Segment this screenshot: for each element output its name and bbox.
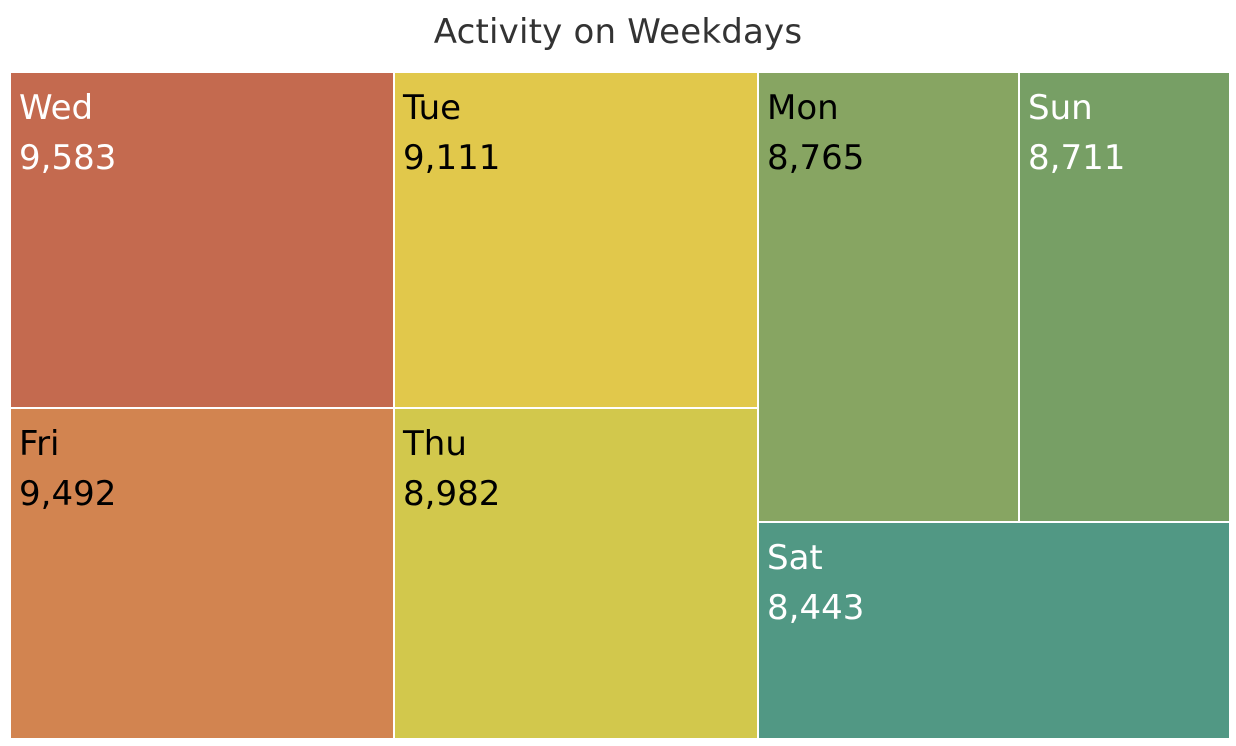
tile-fri[interactable]: Fri 9,492 — [10, 408, 394, 739]
tile-thu[interactable]: Thu 8,982 — [394, 408, 758, 739]
tile-sun[interactable]: Sun 8,711 — [1019, 72, 1230, 522]
tile-mon-label: Mon — [767, 88, 839, 128]
tile-mon[interactable]: Mon 8,765 — [758, 72, 1019, 522]
tile-sat-value: 8,443 — [767, 588, 865, 628]
tile-fri-value: 9,492 — [19, 474, 117, 514]
tile-sun-value: 8,711 — [1028, 138, 1126, 178]
tile-mon-value: 8,765 — [767, 138, 865, 178]
tile-wed-value: 9,583 — [19, 138, 117, 178]
tile-fri-label: Fri — [19, 424, 60, 464]
tile-wed-label: Wed — [19, 88, 94, 128]
tile-sat[interactable]: Sat 8,443 — [758, 522, 1230, 739]
tile-wed[interactable]: Wed 9,583 — [10, 72, 394, 408]
chart-title: Activity on Weekdays — [433, 12, 803, 52]
tile-sat-label: Sat — [767, 538, 823, 578]
tile-tue[interactable]: Tue 9,111 — [394, 72, 758, 408]
tile-tue-label: Tue — [403, 88, 462, 128]
tile-sun-label: Sun — [1028, 88, 1093, 128]
tile-thu-value: 8,982 — [403, 474, 501, 514]
tile-tue-value: 9,111 — [403, 138, 501, 178]
tile-thu-label: Thu — [403, 424, 467, 464]
treemap-chart: Wed 9,583 Tue 9,111 Mon 8,765 Sun 8,711 … — [10, 72, 1230, 739]
